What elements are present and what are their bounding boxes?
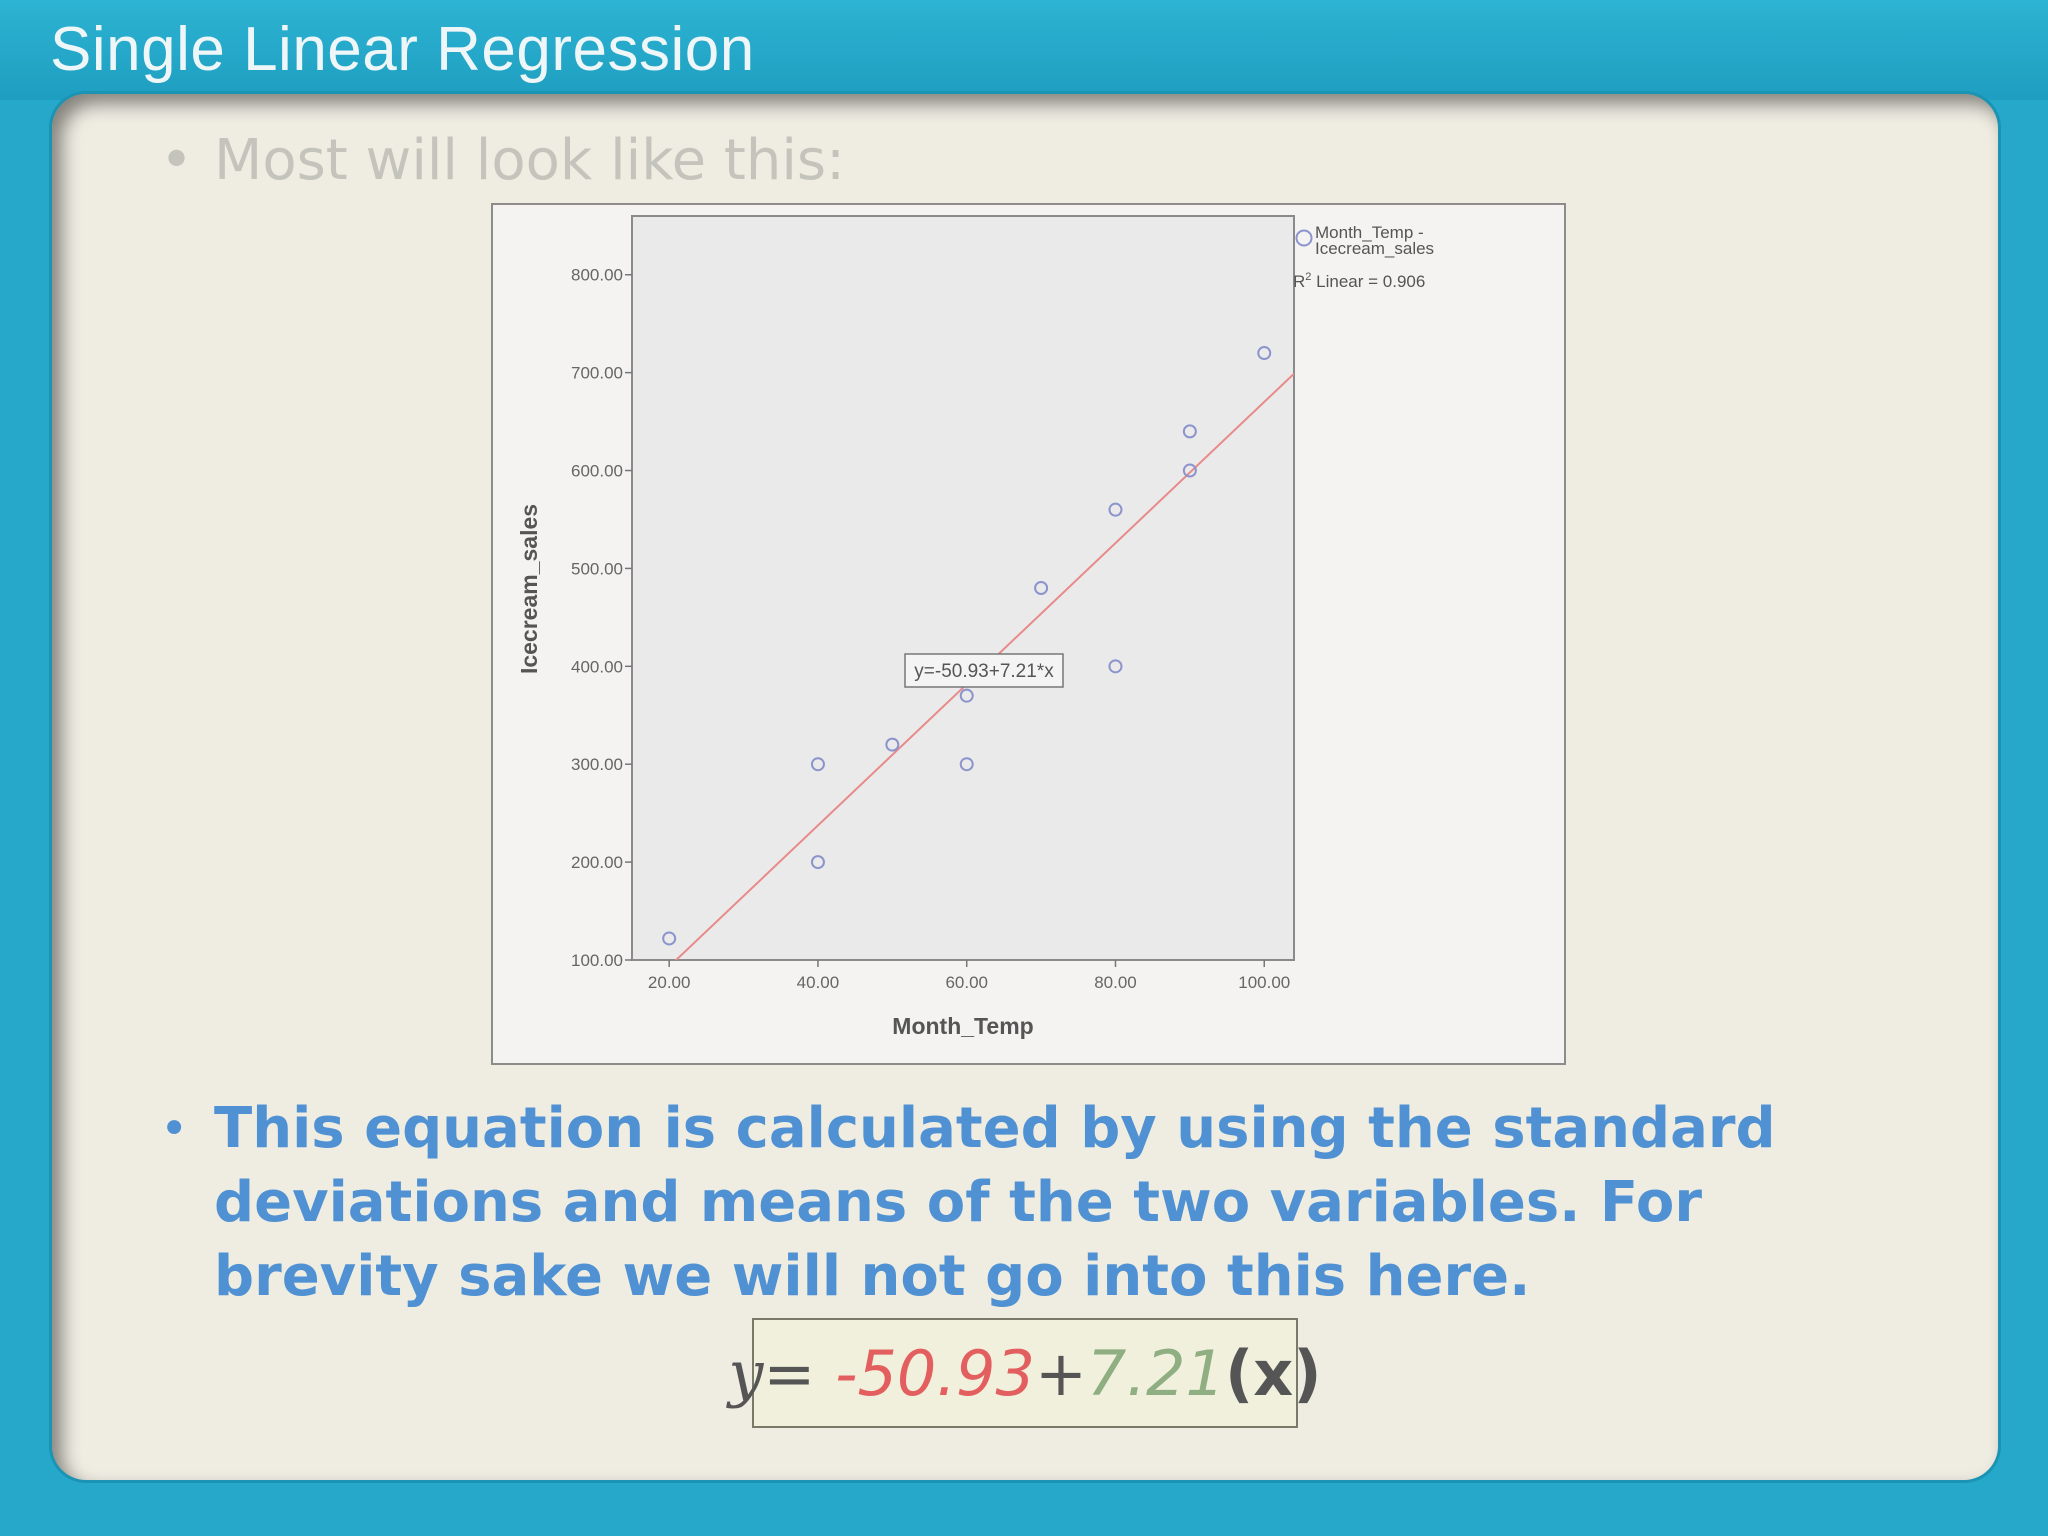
data-point (1108, 502, 1123, 517)
bullet-explanation: • This equation is calculated by using t… (160, 1092, 1800, 1314)
data-point (1034, 581, 1049, 595)
x-tick-label: 60.00 (945, 973, 988, 992)
equation-intercept: -50.93 (815, 1336, 1035, 1410)
legend-r2: R2 Linear = 0.906 (1293, 271, 1425, 291)
data-point (1182, 463, 1197, 478)
legend-series-line1: Month_Temp - (1315, 223, 1424, 242)
y-tick-label: 100.00 (571, 951, 623, 970)
fit-label: y=-50.93+7.21*x (904, 653, 1064, 688)
equation-equals: = (763, 1336, 816, 1410)
bullet-explanation-text: This equation is calculated by using the… (214, 1096, 1776, 1309)
legend: Month_Temp - Icecream_sales R2 Linear = … (1293, 223, 1434, 291)
x-tick-label: 40.00 (797, 973, 840, 992)
x-axis: 20.00 40.00 60.00 80.00 100.00 (648, 960, 1290, 992)
plot-area (631, 215, 1295, 961)
y-tick-label: 700.00 (571, 364, 623, 383)
fit-label-text: y=-50.93+7.21*x (914, 661, 1054, 682)
y-tick-label: 200.00 (571, 853, 623, 872)
legend-marker (1295, 229, 1313, 247)
scatter-chart: 100.00 200.00 300.00 400.00 500.00 600.00 700.… (516, 215, 1434, 1039)
equation-slope: 7.21 (1086, 1336, 1225, 1410)
data-point (662, 931, 677, 946)
data-point (959, 757, 974, 772)
fit-label-box (904, 653, 1064, 688)
y-tick-label: 800.00 (571, 266, 623, 285)
scatter-chart-frame: 100.00 200.00 300.00 400.00 500.00 600.00 700.… (491, 203, 1566, 1065)
data-point (810, 757, 825, 772)
bullet-intro-text: Most will look like this: (214, 128, 845, 193)
y-tick-label: 600.00 (571, 462, 623, 481)
y-tick-label: 400.00 (571, 657, 623, 676)
data-points (662, 346, 1272, 946)
legend-r2-r: R (1293, 272, 1305, 291)
equation-x: (x) (1224, 1336, 1322, 1410)
y-axis-label: Icecream_sales (516, 504, 542, 674)
data-point (1257, 346, 1272, 361)
y-tick-label: 300.00 (571, 755, 623, 774)
x-tick-label: 80.00 (1094, 973, 1137, 992)
regression-equation: y = -50.93 + 7.21 (x) (728, 1318, 1322, 1428)
slide-title: Single Linear Regression (50, 15, 755, 84)
equation-y: y (728, 1336, 764, 1410)
data-point (959, 688, 974, 703)
x-axis-label: Month_Temp (892, 1013, 1033, 1039)
legend-series-line2: Icecream_sales (1315, 239, 1434, 258)
legend-r2-text: Linear = 0.906 (1311, 272, 1425, 291)
bullet-glyph: • (160, 128, 194, 193)
bullet-glyph: • (160, 1101, 189, 1157)
title-bar (0, 0, 2048, 100)
y-axis: 100.00 200.00 300.00 400.00 500.00 600.00 700.… (571, 266, 632, 970)
y-tick-label: 500.00 (571, 559, 623, 578)
data-point (1108, 659, 1123, 674)
x-tick-label: 20.00 (648, 973, 691, 992)
legend-r2-sup: 2 (1305, 271, 1311, 283)
data-point (810, 855, 825, 870)
data-point (885, 737, 900, 752)
x-tick-label: 100.00 (1238, 973, 1290, 992)
equation-plus: + (1034, 1336, 1087, 1410)
fit-line (674, 372, 1294, 960)
data-point (1182, 424, 1197, 439)
